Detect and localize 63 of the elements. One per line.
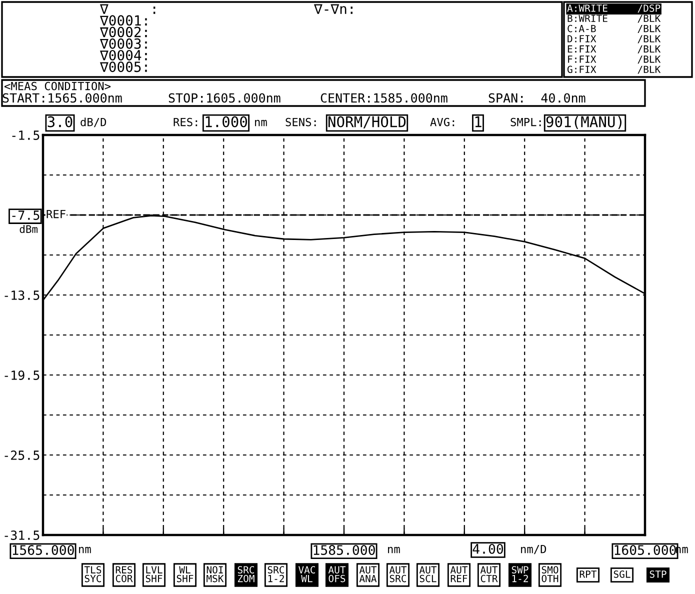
text: nm — [388, 546, 400, 554]
y-tick-label: -7.5 — [12, 210, 40, 220]
text: ∇0002: — [100, 26, 147, 38]
text: AUT REF — [450, 566, 468, 582]
text: ∇0005: — [100, 62, 147, 72]
text: D:FIX /BLK — [568, 35, 661, 44]
y-tick-label: -1.5 — [12, 130, 40, 140]
text: RPT — [580, 570, 597, 578]
text: TLS SYC — [84, 566, 102, 582]
text: G:FIX /BLK — [567, 66, 661, 74]
text: AVG: — [430, 118, 454, 126]
text: AUT SRC — [389, 566, 407, 582]
text: NORM/HOLD — [328, 116, 406, 128]
text: B:WRITE /BLK — [568, 14, 661, 23]
y-tick-label: -19.5 — [4, 370, 40, 380]
text: ∇0004: — [100, 50, 147, 60]
text: 4.00 — [472, 544, 504, 554]
text: 901(MANU) — [546, 116, 622, 129]
text: STOP:1605.000nm — [168, 93, 280, 103]
text: RES: — [174, 118, 198, 126]
text: SRC ZOM — [238, 566, 254, 582]
text: 1 — [475, 116, 482, 128]
text: SGL — [614, 570, 630, 578]
text: ∇ : — [100, 4, 156, 14]
x-tick-label: 1605.000 — [614, 545, 676, 556]
text: SPAN: 40.0nm — [488, 93, 586, 103]
text: AUT CTR — [480, 566, 498, 582]
text: SWP 1-2 — [512, 566, 528, 582]
text: NOI MSK — [206, 566, 224, 582]
text: SENS: — [286, 118, 316, 126]
x-tick-label: 1565.000 — [12, 545, 74, 556]
text: AUT ANA — [359, 566, 377, 582]
text: ∇0001: — [100, 15, 147, 26]
text: 1.000 — [206, 116, 248, 128]
text: VAC WL — [298, 566, 316, 582]
text: F:FIX /BLK — [568, 56, 661, 64]
text: SRC 1-2 — [268, 566, 284, 582]
text: AUT SCL — [419, 566, 437, 582]
text: AUT OFS — [328, 566, 346, 582]
text: WL SHF — [176, 566, 194, 582]
text: 3.0 — [48, 116, 72, 128]
x-tick-label: 1585.000 — [314, 545, 375, 556]
text: A:WRITE /DSP — [567, 4, 660, 13]
text: STP — [650, 570, 666, 578]
y-tick-label: -13.5 — [4, 290, 40, 300]
text: nm/D — [521, 544, 546, 554]
text: ∇-∇n: — [314, 4, 352, 14]
text: SMPL: — [510, 118, 541, 126]
text: LVL SHF — [146, 566, 162, 582]
text: ∇0003: — [100, 38, 147, 49]
text: CENTER:1585.000nm — [320, 93, 448, 103]
text: SMO OTH — [542, 566, 558, 582]
text: dB/D — [80, 118, 106, 128]
text: nm — [79, 546, 91, 554]
y-axis-title: dBm — [20, 224, 38, 234]
y-tick-label: -25.5 — [4, 450, 40, 460]
text: C:A-B /BLK — [568, 24, 661, 34]
text: nm — [255, 120, 267, 126]
text: <MEAS CONDITION> — [4, 82, 111, 90]
ref-line-label: REF — [46, 210, 66, 218]
y-tick-label: -31.5 — [4, 530, 40, 540]
text: RES COR — [116, 566, 133, 582]
text: E:FIX /BLK — [568, 45, 661, 54]
